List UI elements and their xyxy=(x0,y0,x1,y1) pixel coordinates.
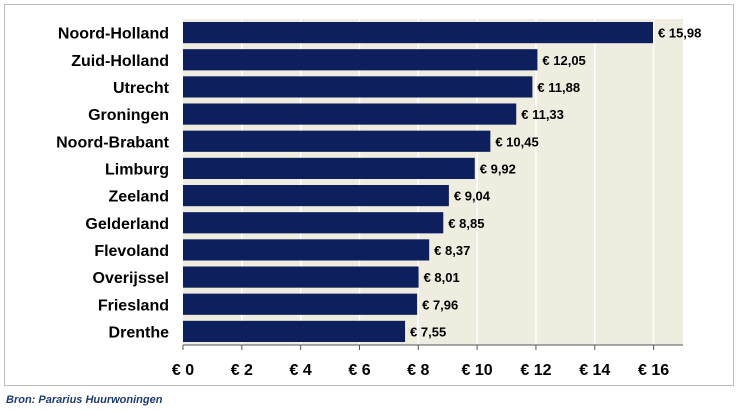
category-label: Friesland xyxy=(98,297,169,314)
bars xyxy=(183,21,653,343)
data-label: € 8,01 xyxy=(424,270,460,285)
data-label: € 7,55 xyxy=(410,324,446,339)
data-label: € 15,98 xyxy=(658,26,701,41)
category-label: Drenthe xyxy=(109,324,170,341)
plot-background xyxy=(183,19,683,345)
x-tick-label: € 12 xyxy=(520,362,551,379)
bar-zuid-holland xyxy=(183,49,538,71)
category-label: Noord-Brabant xyxy=(56,134,170,151)
data-label: € 10,45 xyxy=(495,134,538,149)
x-tick-label: € 4 xyxy=(290,362,312,379)
data-label: € 7,96 xyxy=(422,297,458,312)
data-label: € 9,92 xyxy=(480,161,516,176)
bar-noord-holland xyxy=(183,21,653,44)
category-label: Gelderland xyxy=(85,216,169,233)
data-label: € 12,05 xyxy=(542,53,585,68)
x-tick-label: € 2 xyxy=(231,362,253,379)
category-labels: Noord-Holland Zuid-Holland Utrecht Groninge… xyxy=(56,26,170,342)
x-tick-label: € 16 xyxy=(638,362,669,379)
x-tick-label: € 8 xyxy=(407,362,429,379)
category-label: Zeeland xyxy=(109,189,169,206)
category-label: Zuid-Holland xyxy=(71,53,169,70)
category-label: Overijssel xyxy=(93,270,170,287)
bar-chart: € 15,98 € 12,05 € 11,88 € 11,33 € 10,45 € 9,9… xyxy=(56,19,701,379)
data-label: € 11,33 xyxy=(521,107,564,122)
bar-gelderland xyxy=(183,212,444,234)
x-tick-label: € 14 xyxy=(579,362,610,379)
data-labels: € 15,98 € 12,05 € 11,88 € 11,33 € 10,45 € 9,9… xyxy=(410,26,701,340)
category-label: Flevoland xyxy=(94,243,169,260)
bar-flevoland xyxy=(183,239,430,261)
bar-overijssel xyxy=(183,266,419,288)
bar-groningen xyxy=(183,103,517,125)
data-label: € 11,88 xyxy=(537,80,580,95)
x-tick-label: € 10 xyxy=(462,362,493,379)
x-tick-label: € 6 xyxy=(348,362,370,379)
category-label: Utrecht xyxy=(113,80,170,97)
bar-friesland xyxy=(183,293,418,315)
bar-noord-brabant xyxy=(183,130,491,152)
bar-utrecht xyxy=(183,76,533,98)
bar-drenthe xyxy=(183,320,406,343)
category-label: Noord-Holland xyxy=(58,26,169,43)
category-label: Limburg xyxy=(105,161,169,178)
gridlines xyxy=(241,19,655,345)
x-tick-label: € 0 xyxy=(172,362,194,379)
x-axis: € 0 € 2 € 4 € 6 € 8 € 10 € 12 € 14 € 16 xyxy=(172,344,683,379)
data-label: € 8,85 xyxy=(448,216,484,231)
category-label: Groningen xyxy=(88,107,169,124)
chart-frame: € 15,98 € 12,05 € 11,88 € 11,33 € 10,45 € 9,9… xyxy=(4,4,734,386)
source-note: Bron: Pararius Huurwoningen xyxy=(6,394,163,406)
data-label: € 9,04 xyxy=(454,189,491,204)
data-label: € 8,37 xyxy=(434,243,470,258)
bar-zeeland xyxy=(183,184,449,207)
bar-limburg xyxy=(183,157,475,180)
plot-area xyxy=(183,19,683,345)
